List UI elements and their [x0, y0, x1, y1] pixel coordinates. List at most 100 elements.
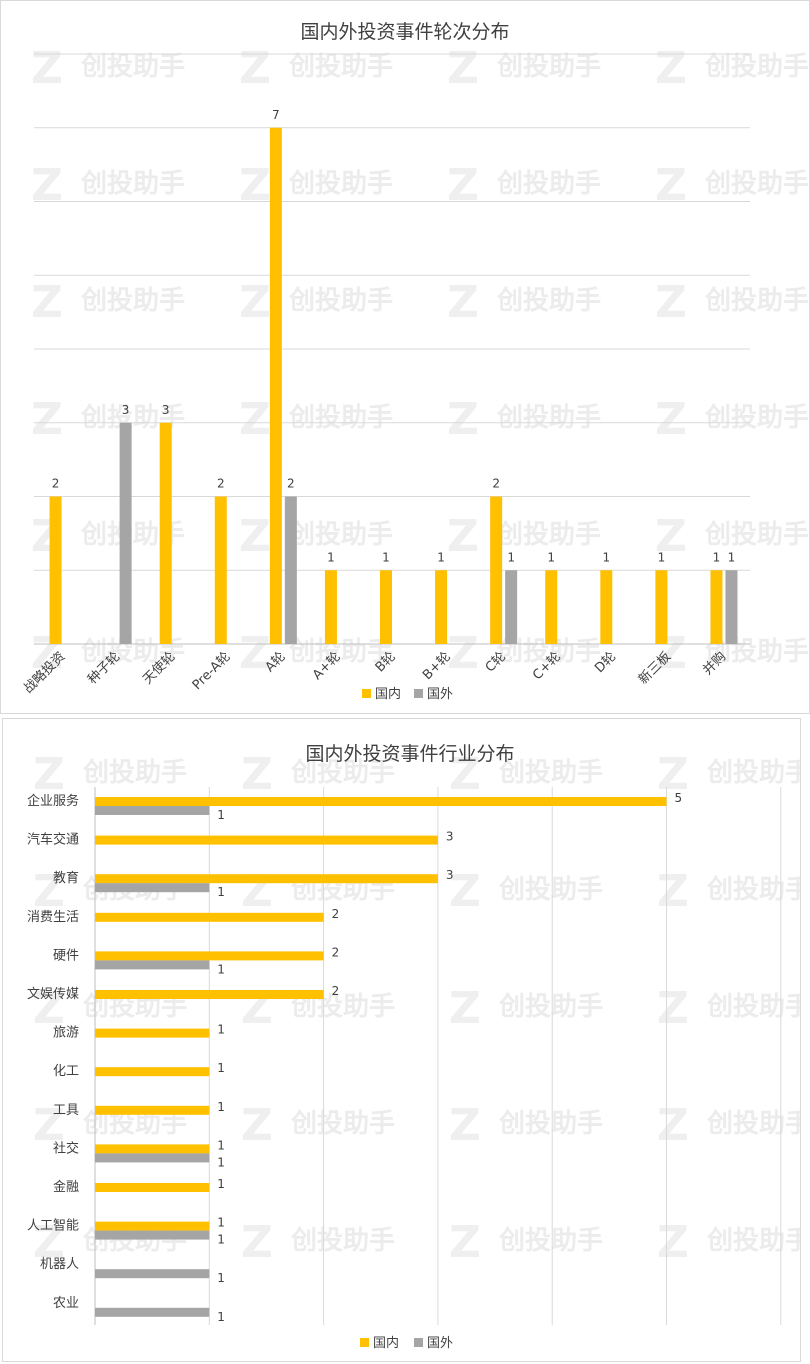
bar-domestic — [710, 570, 723, 644]
data-label: 1 — [217, 1310, 225, 1324]
data-label: 1 — [507, 550, 515, 564]
data-label: 1 — [217, 1100, 225, 1114]
bar-domestic — [95, 1028, 210, 1038]
bar-foreign — [95, 883, 210, 893]
x-tick-label: Pre-A轮 — [190, 649, 234, 693]
bar-domestic — [95, 990, 324, 999]
y-tick-label: 社交 — [53, 1140, 79, 1156]
y-tick-label: 教育 — [53, 870, 79, 886]
legend-label-foreign: 国外 — [427, 687, 453, 702]
watermark-text: 创投助手 — [496, 169, 601, 199]
bar-foreign — [95, 1269, 210, 1279]
watermark-logo: Z — [33, 1217, 65, 1268]
data-label: 1 — [217, 1138, 225, 1152]
watermark-text: 创投助手 — [498, 1109, 603, 1139]
watermark-text: 创投助手 — [498, 758, 603, 788]
bar-domestic — [655, 570, 668, 644]
data-label: 3 — [446, 868, 454, 882]
watermark-logo: Z — [447, 160, 479, 211]
data-label: 2 — [287, 477, 295, 491]
watermark-logo: Z — [449, 749, 481, 800]
watermark-logo: Z — [447, 628, 479, 679]
y-tick-label: 汽车交通 — [27, 832, 79, 848]
data-label: 1 — [217, 1233, 225, 1247]
y-tick-label: 化工 — [53, 1064, 79, 1079]
bar-foreign — [95, 960, 210, 970]
data-label: 1 — [602, 550, 610, 564]
watermark-logo: Z — [241, 1100, 273, 1151]
bar-foreign — [284, 496, 297, 644]
bar-domestic — [95, 1144, 210, 1154]
data-label: 1 — [217, 962, 225, 976]
watermark-logo: Z — [31, 394, 63, 445]
watermark-logo: Z — [655, 43, 687, 94]
watermark-text: 创投助手 — [498, 875, 603, 905]
watermark-logo: Z — [657, 983, 689, 1034]
data-label: 1 — [217, 885, 225, 899]
chart-title: 国内外投资事件轮次分布 — [300, 21, 509, 43]
data-label: 1 — [217, 1271, 225, 1285]
bar-domestic — [600, 570, 613, 644]
watermark-text: 创投助手 — [498, 1226, 603, 1256]
watermark-text: 创投助手 — [704, 403, 809, 433]
legend-swatch-foreign — [414, 689, 423, 698]
y-tick-label: 文娱传媒 — [27, 987, 79, 1002]
watermark-logo: Z — [239, 394, 271, 445]
watermark-logo: Z — [447, 43, 479, 94]
data-label: 1 — [728, 550, 736, 564]
data-label: 2 — [217, 477, 225, 491]
bar-domestic — [95, 1067, 210, 1077]
data-label: 1 — [217, 808, 225, 822]
bar-domestic — [49, 496, 62, 644]
watermark-logo: Z — [655, 394, 687, 445]
data-label: 1 — [382, 550, 390, 564]
bar-foreign — [725, 570, 738, 644]
data-label: 1 — [217, 1061, 225, 1075]
bar-foreign — [95, 806, 210, 815]
watermark-logo: Z — [657, 1217, 689, 1268]
industry-chart: Z 创投助手 Z 创投助手 Z 创投助手 Z 创投助手 Z 创投助手 Z 创投助手 Z 创投助手 Z 创投助手… — [27, 743, 800, 1351]
watermark-logo: Z — [33, 749, 65, 800]
bar-domestic — [435, 570, 448, 644]
legend-label-domestic: 国内 — [373, 1335, 399, 1351]
watermark-text: 创投助手 — [290, 758, 395, 788]
watermark-logo: Z — [657, 749, 689, 800]
watermark-logo: Z — [449, 1217, 481, 1268]
y-tick-label: 机器人 — [40, 1257, 79, 1272]
bar-foreign — [95, 1153, 210, 1163]
watermark-logo: Z — [447, 511, 479, 562]
watermark-logo: Z — [447, 394, 479, 445]
y-tick-label: 金融 — [53, 1179, 79, 1195]
legend-swatch-domestic — [360, 1338, 369, 1347]
watermark-text: 创投助手 — [80, 169, 185, 199]
y-tick-label: 工具 — [53, 1103, 79, 1118]
watermark-text: 创投助手 — [288, 286, 393, 316]
bar-domestic — [159, 422, 172, 644]
data-label: 1 — [217, 1155, 225, 1169]
watermark-logo: Z — [239, 277, 271, 328]
watermark-text: 创投助手 — [704, 286, 809, 316]
watermark-text: 创投助手 — [496, 520, 601, 550]
y-tick-label: 旅游 — [53, 1026, 79, 1041]
data-label: 1 — [437, 550, 445, 564]
data-label: 2 — [52, 477, 60, 491]
bar-domestic — [95, 874, 438, 884]
bar-domestic — [95, 1221, 210, 1231]
watermark-text: 创投助手 — [288, 403, 393, 433]
watermark-text: 创投助手 — [704, 169, 809, 199]
watermark-text: 创投助手 — [704, 52, 809, 82]
data-label: 2 — [332, 945, 340, 959]
data-label: 2 — [332, 984, 340, 998]
bar-foreign — [505, 570, 518, 644]
legend-label-foreign: 国外 — [427, 1336, 453, 1351]
watermark-logo: Z — [239, 511, 271, 562]
watermark-text: 创投助手 — [288, 637, 393, 667]
watermark-logo: Z — [655, 160, 687, 211]
watermark-logo: Z — [241, 749, 273, 800]
y-tick-label: 企业服务 — [27, 793, 79, 809]
bar-foreign — [95, 1230, 210, 1240]
y-tick-label: 人工智能 — [27, 1219, 79, 1234]
watermark-logo: Z — [239, 43, 271, 94]
watermark-logo: Z — [31, 160, 63, 211]
data-label: 3 — [162, 403, 170, 417]
